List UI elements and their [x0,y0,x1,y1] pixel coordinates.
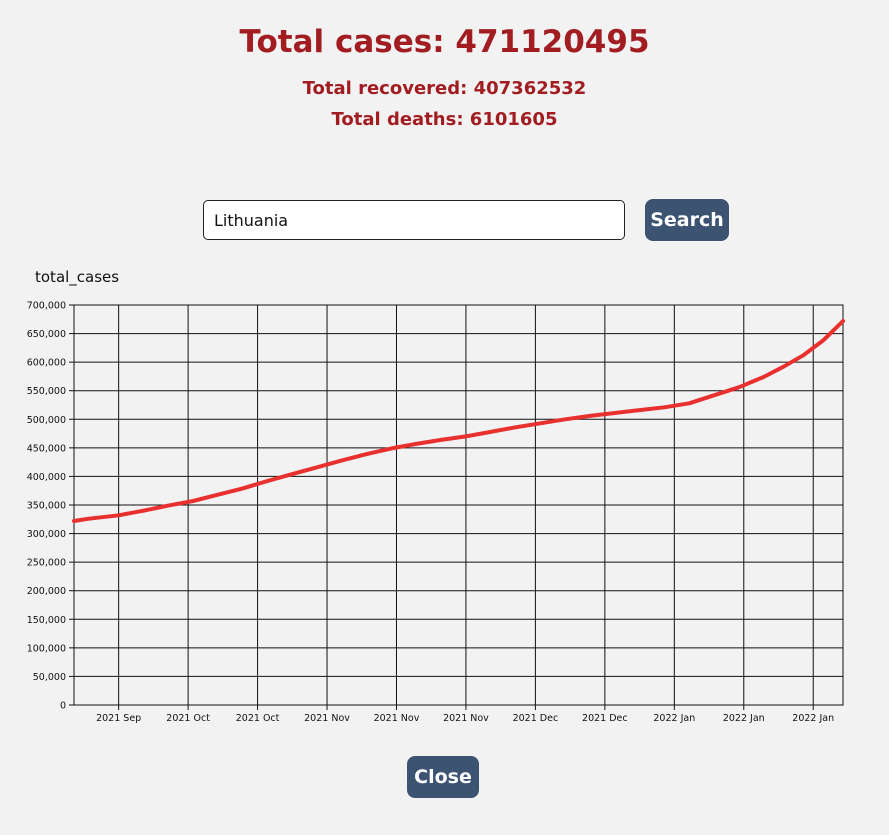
x-tick-label: 2021 Nov [304,713,350,724]
y-tick-label: 100,000 [27,643,66,654]
y-axis-title: total_cases [35,268,120,286]
search-button[interactable]: Search [645,199,729,241]
y-tick-label: 50,000 [33,672,66,683]
y-tick-label: 400,000 [27,472,66,483]
close-button[interactable]: Close [407,756,479,798]
x-tick-label: 2021 Dec [513,713,559,724]
y-tick-label: 550,000 [27,386,66,397]
y-tick-label: 350,000 [27,501,66,512]
x-tick-label: 2021 Sep [96,713,141,724]
x-tick-label: 2021 Nov [443,713,489,724]
total-cases-line-chart: 0 50,000 100,000 150,000 200,000 250,000 300,0… [27,301,845,724]
x-tick-label: 2021 Dec [582,713,628,724]
y-tick-label: 650,000 [27,329,66,340]
x-tick-label: 2022 Jan [653,713,695,724]
total-recovered-text: Total recovered: 407362532 [302,78,587,99]
x-tick-label: 2021 Oct [166,713,210,724]
y-tick-label: 600,000 [27,358,66,369]
y-tick-label: 450,000 [27,443,66,454]
total-cases-series-line [72,319,845,523]
x-tick-label: 2022 Jan [723,713,765,724]
y-tick-label: 200,000 [27,586,66,597]
x-tick-label: 2022 Jan [792,713,834,724]
y-tick-label: 500,000 [27,415,66,426]
y-tick-label: 150,000 [27,615,66,626]
total-deaths-text: Total deaths: 6101605 [331,109,558,130]
x-tick-label: 2021 Nov [374,713,420,724]
x-tick-label: 2021 Oct [236,713,280,724]
y-tick-label: 700,000 [27,301,66,312]
total-cases-heading: Total cases: 471120495 [239,24,650,60]
y-tick-label: 250,000 [27,558,66,569]
y-tick-label: 300,000 [27,529,66,540]
country-search-input[interactable] [203,200,625,240]
y-tick-label: 0 [60,701,66,712]
